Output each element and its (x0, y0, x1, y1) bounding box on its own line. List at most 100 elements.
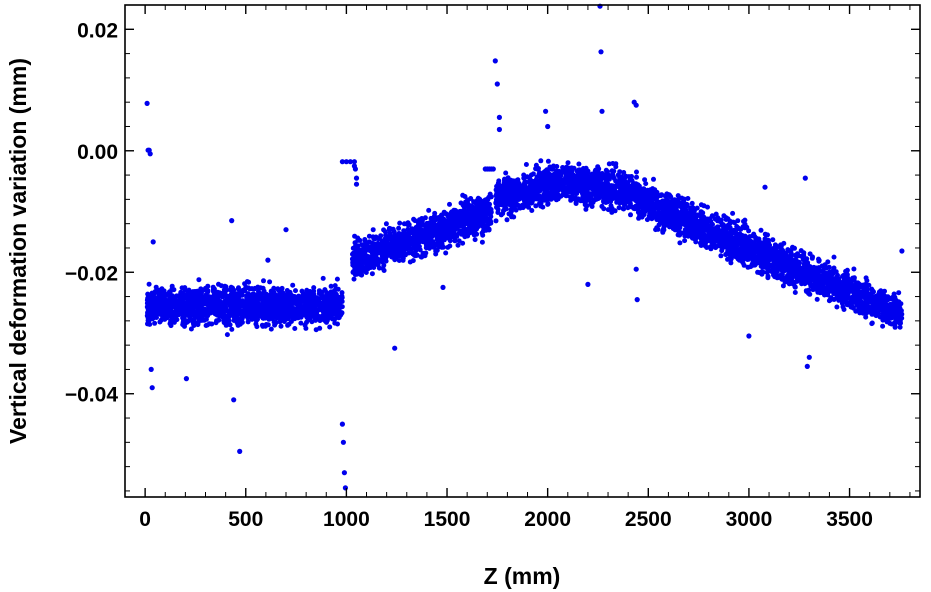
data-point (583, 192, 589, 198)
data-point (470, 213, 476, 219)
data-point (383, 221, 389, 227)
data-point (616, 192, 622, 198)
data-point (147, 302, 153, 308)
data-point (427, 220, 433, 226)
data-point (268, 326, 274, 332)
data-point (487, 216, 493, 222)
data-point (798, 248, 804, 254)
data-point (278, 323, 284, 329)
data-point (189, 294, 195, 300)
data-point (369, 262, 375, 268)
data-point (627, 174, 633, 180)
data-point (571, 179, 577, 185)
data-point (527, 183, 533, 188)
data-point (427, 225, 433, 231)
data-point (330, 307, 336, 313)
data-point (511, 178, 516, 184)
data-point (621, 206, 627, 212)
data-point (613, 161, 619, 167)
data-point (573, 189, 579, 195)
data-point (877, 314, 883, 320)
data-point (313, 295, 319, 301)
data-point (576, 161, 582, 167)
data-point (592, 174, 598, 180)
data-point (303, 325, 309, 331)
data-point (302, 306, 308, 312)
data-point (327, 302, 333, 308)
data-point (396, 240, 402, 245)
data-point (332, 288, 337, 294)
data-point (573, 201, 579, 206)
data-point (223, 307, 229, 313)
data-point (362, 237, 368, 242)
data-point (615, 197, 621, 203)
data-point (314, 310, 320, 315)
data-point (609, 205, 615, 211)
data-point (145, 291, 151, 297)
data-point (362, 244, 368, 249)
data-point (397, 220, 403, 226)
data-point (522, 174, 528, 180)
data-point (288, 303, 294, 309)
data-point (810, 254, 815, 260)
data-point (245, 319, 251, 325)
data-point (458, 200, 464, 206)
data-point (221, 287, 227, 293)
data-point (510, 197, 516, 203)
data-point (231, 296, 237, 302)
data-point (506, 211, 512, 217)
data-point (252, 295, 258, 301)
data-point (311, 285, 317, 291)
data-point (424, 241, 430, 247)
data-point (337, 304, 343, 310)
data-point (350, 262, 356, 268)
data-point (479, 239, 485, 245)
data-point (253, 321, 259, 327)
data-point (277, 319, 283, 325)
data-point (814, 296, 820, 302)
data-point (537, 194, 543, 200)
data-point (190, 318, 196, 324)
data-point (336, 314, 342, 319)
data-point (730, 210, 736, 216)
data-point (205, 306, 211, 312)
data-point (351, 276, 357, 282)
data-point (201, 287, 207, 293)
data-point (183, 305, 189, 310)
data-point (609, 173, 615, 179)
data-point (298, 320, 304, 326)
data-point (150, 295, 156, 301)
data-point (410, 258, 416, 264)
data-point (311, 313, 316, 319)
data-point (253, 307, 259, 313)
data-point (305, 291, 311, 296)
data-point (269, 304, 275, 310)
data-point (241, 299, 247, 305)
data-point (330, 316, 336, 322)
data-point (168, 319, 174, 325)
data-point (309, 297, 315, 303)
data-point (456, 221, 462, 227)
data-point (349, 256, 355, 262)
data-point (521, 194, 527, 200)
data-point (390, 237, 396, 243)
data-point (509, 189, 515, 195)
data-point (503, 182, 509, 187)
data-point (166, 291, 172, 297)
data-point (158, 312, 164, 317)
data-point (393, 249, 399, 255)
data-point (472, 237, 478, 243)
data-point (634, 169, 639, 175)
data-point (287, 307, 293, 313)
data-point (604, 199, 610, 205)
data-point (758, 227, 764, 233)
data-point (460, 240, 466, 246)
data-point (558, 173, 564, 179)
data-point (286, 321, 292, 327)
data-point (153, 284, 159, 290)
data-point (422, 228, 428, 234)
data-point (495, 207, 501, 212)
data-point (302, 302, 308, 308)
data-point (460, 228, 466, 233)
data-point (529, 195, 535, 201)
